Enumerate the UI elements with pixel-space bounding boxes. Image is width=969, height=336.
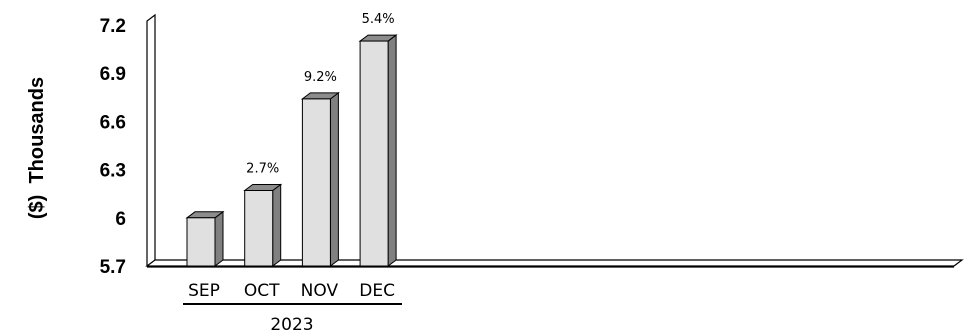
y-tick-label: 5.7: [100, 257, 126, 278]
data-label: 5.4%: [362, 12, 395, 27]
y-axis-ticks: 5.7 6 6.3 6.6 6.9 7.2: [100, 16, 126, 278]
y-tick-label: 6.9: [100, 64, 126, 85]
y-tick-label: 6.6: [100, 112, 126, 133]
bar-front: [301, 98, 331, 267]
bar-side: [214, 210, 224, 267]
y-axis-wall: [146, 13, 156, 266]
y-tick-label: 6: [115, 209, 126, 230]
data-label: 9.2%: [304, 70, 337, 85]
data-label: 2.7%: [246, 161, 279, 176]
y-axis-label: ($) Thousands: [26, 77, 48, 219]
bar-side: [387, 34, 397, 267]
bar-front: [244, 189, 274, 267]
x-tick-label: NOV: [301, 281, 339, 301]
bar-dec: 5.4%: [358, 12, 398, 267]
x-tick-label: OCT: [244, 281, 280, 301]
bar-front: [359, 40, 389, 267]
x-group-label: 2023: [270, 315, 313, 335]
bar-side: [272, 183, 282, 267]
bars: 2.7% 9.2% 5.4%: [185, 12, 398, 267]
x-tick-label: SEP: [188, 281, 220, 301]
bar-sep: [185, 210, 225, 267]
x-axis-ticks: SEP OCT NOV DEC: [188, 281, 395, 301]
x-tick-label: DEC: [359, 281, 395, 301]
bar-oct: 2.7%: [243, 161, 283, 267]
y-tick-label: 7.2: [100, 16, 126, 37]
bar-front: [186, 217, 216, 267]
bar-nov: 9.2%: [300, 70, 340, 267]
chart-axes: [145, 13, 964, 268]
chart-floor: [145, 259, 964, 267]
bar-side: [329, 91, 339, 267]
y-tick-label: 6.3: [100, 161, 126, 182]
